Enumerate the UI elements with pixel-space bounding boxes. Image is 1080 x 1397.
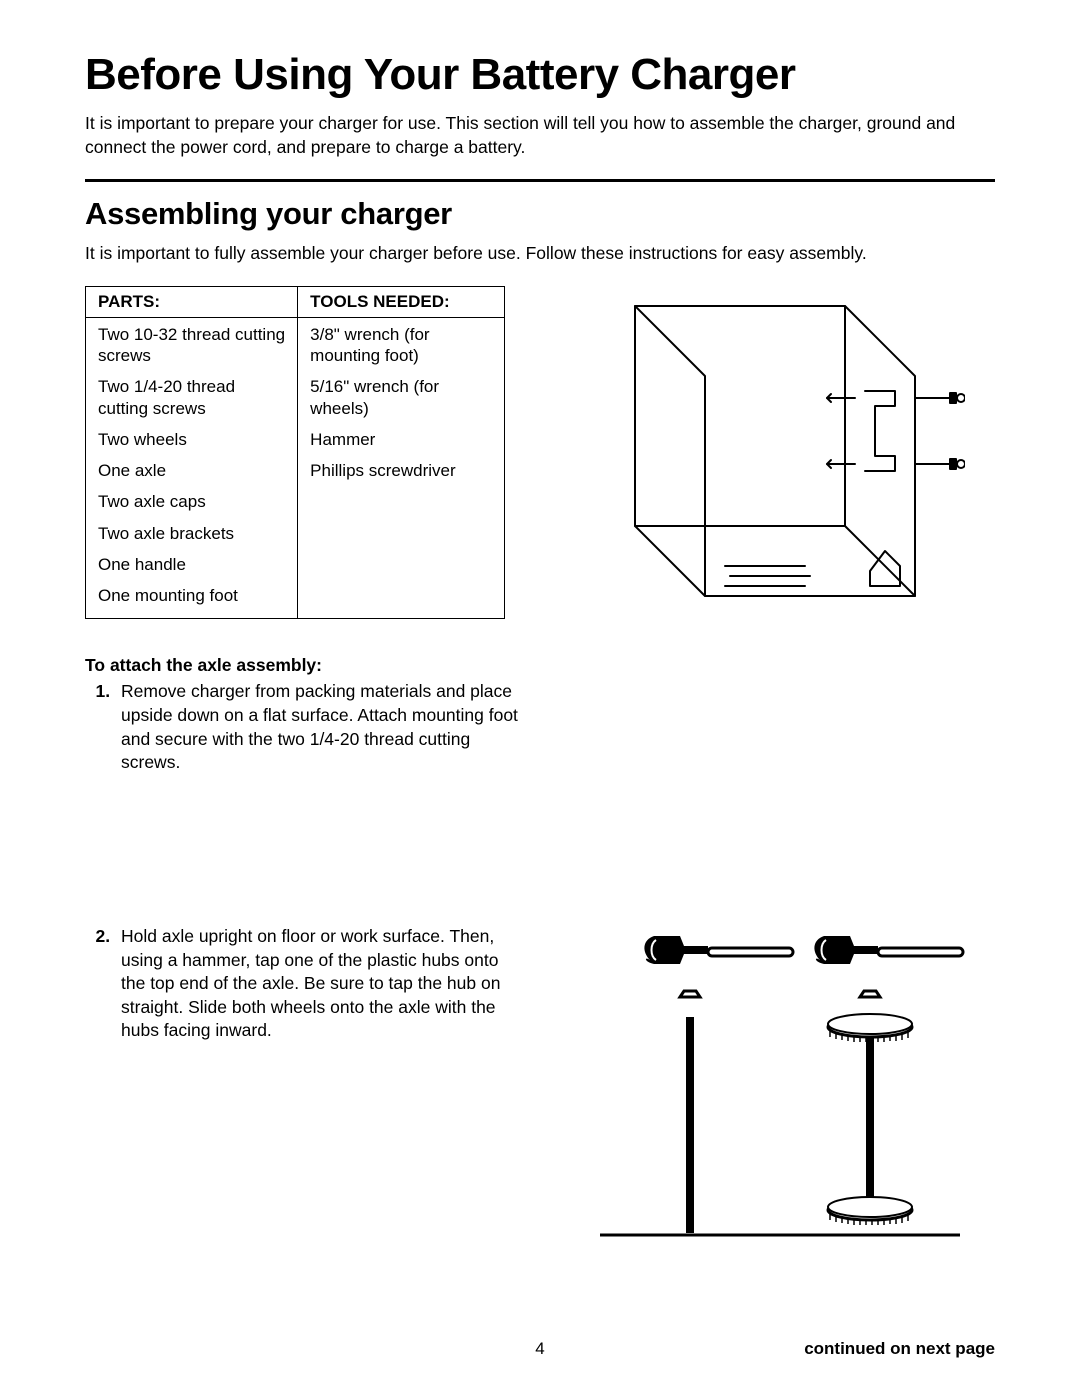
td-tools: 3/8" wrench (for mounting foot) 5/16" wr… xyxy=(298,317,505,619)
step2-row: Hold axle upright on floor or work surfa… xyxy=(85,925,995,1255)
part-item: Two 1/4-20 thread cutting screws xyxy=(98,376,287,419)
continued-label: continued on next page xyxy=(804,1339,995,1359)
part-item: Two axle brackets xyxy=(98,523,287,544)
tool-item: 3/8" wrench (for mounting foot) xyxy=(310,324,494,367)
th-parts: PARTS: xyxy=(86,286,298,317)
section-heading: Assembling your charger xyxy=(85,196,995,232)
steps-list-2: Hold axle upright on floor or work surfa… xyxy=(85,925,525,1043)
th-tools: TOOLS NEEDED: xyxy=(298,286,505,317)
tool-item: Hammer xyxy=(310,429,494,450)
figure-1-charger-diagram xyxy=(595,286,965,656)
page-title: Before Using Your Battery Charger xyxy=(85,50,995,100)
part-item: One mounting foot xyxy=(98,585,287,606)
table-and-figure1-row: PARTS: TOOLS NEEDED: Two 10-32 thread cu… xyxy=(85,286,995,775)
part-item: One handle xyxy=(98,554,287,575)
parts-table: PARTS: TOOLS NEEDED: Two 10-32 thread cu… xyxy=(85,286,505,620)
step-1: Remove charger from packing materials an… xyxy=(115,680,525,775)
part-item: Two axle caps xyxy=(98,491,287,512)
tool-item: Phillips screwdriver xyxy=(310,460,494,481)
figure-2-axle-diagram xyxy=(580,925,980,1255)
step-2: Hold axle upright on floor or work surfa… xyxy=(115,925,525,1043)
divider xyxy=(85,179,995,182)
part-item: One axle xyxy=(98,460,287,481)
section-intro: It is important to fully assemble your c… xyxy=(85,242,995,266)
axle-subhead: To attach the axle assembly: xyxy=(85,655,525,676)
part-item: Two wheels xyxy=(98,429,287,450)
td-parts: Two 10-32 thread cutting screws Two 1/4-… xyxy=(86,317,298,619)
steps-list-1: Remove charger from packing materials an… xyxy=(85,680,525,775)
intro-text: It is important to prepare your charger … xyxy=(85,112,995,159)
part-item: Two 10-32 thread cutting screws xyxy=(98,324,287,367)
tool-item: 5/16" wrench (for wheels) xyxy=(310,376,494,419)
